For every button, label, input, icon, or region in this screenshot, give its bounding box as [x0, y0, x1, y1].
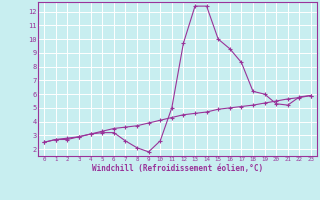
X-axis label: Windchill (Refroidissement éolien,°C): Windchill (Refroidissement éolien,°C) [92, 164, 263, 173]
